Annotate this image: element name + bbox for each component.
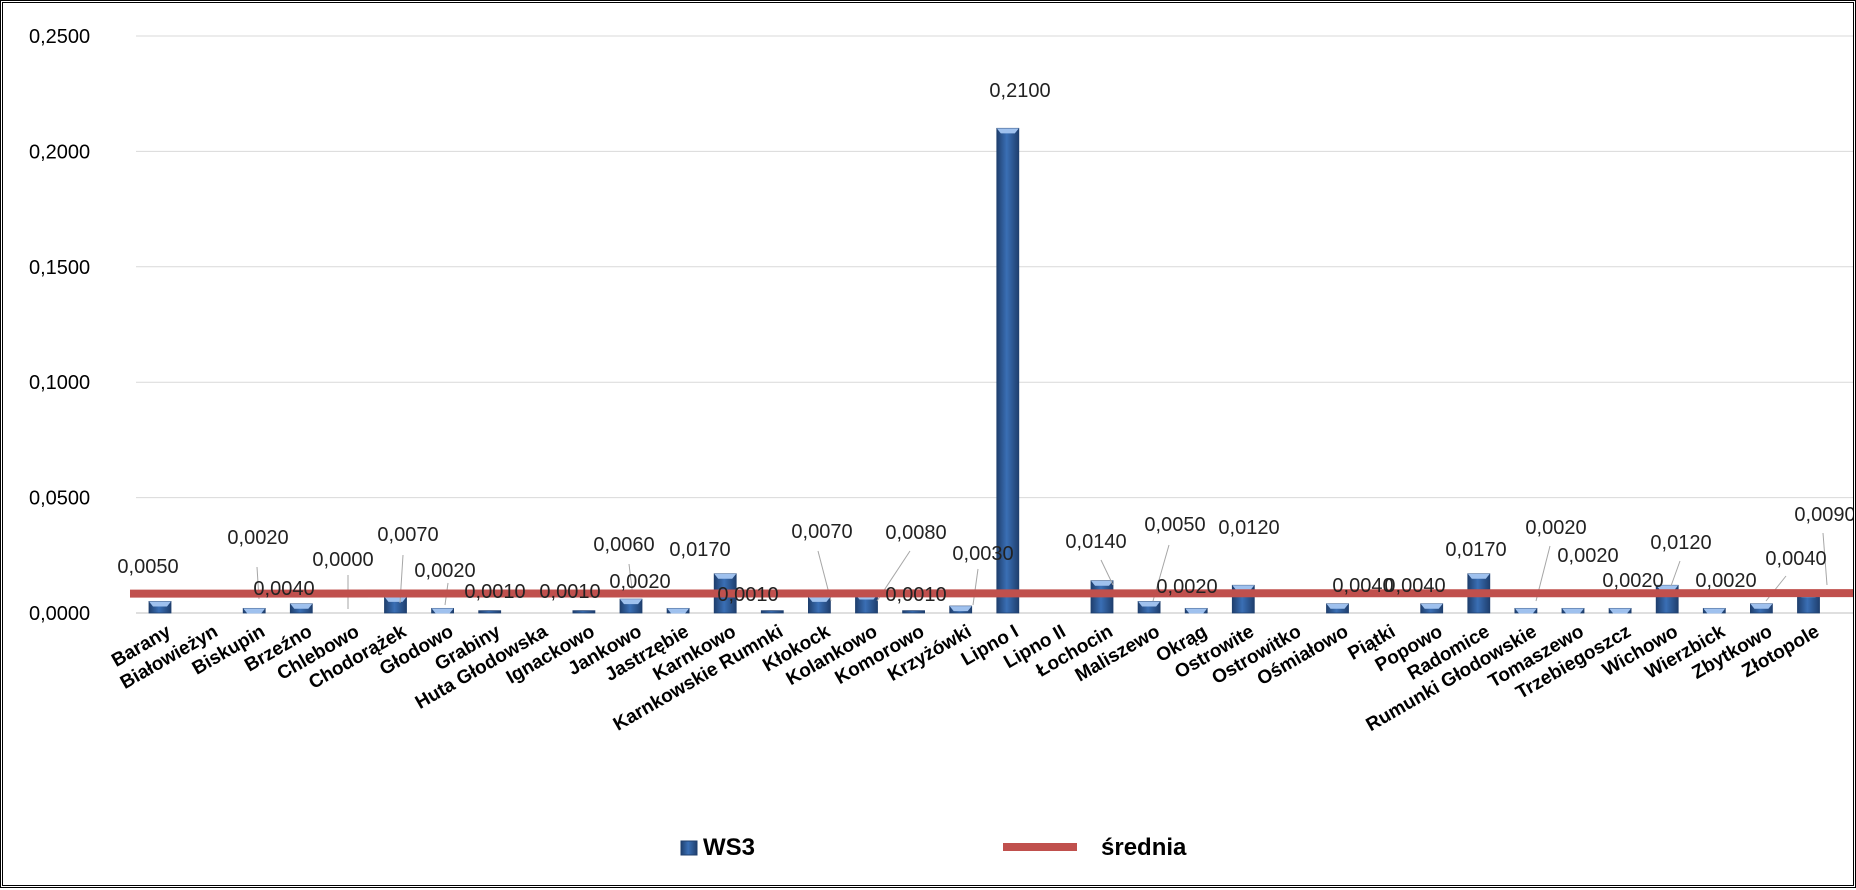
bar-ośmiałowo [1327,604,1349,613]
data-label: 0,0060 [593,534,654,556]
bar-głodowo [432,608,454,613]
bar-biskupin [243,608,265,613]
data-labels: 0,00500,00200,00400,00000,00700,00200,00… [117,80,1853,606]
data-label: 0,0020 [1602,570,1663,592]
data-label: 0,0040 [1765,548,1826,570]
bar-chart: 0,0000 0,0500 0,1000 0,1500 0,2000 0,2500 0,0… [3,3,1853,885]
data-label: 0,0090 [1794,504,1853,526]
label-leader [973,569,978,605]
bar-maliszewo [1138,601,1160,613]
y-tick-label: 0,0500 [29,488,90,510]
data-label: 0,0020 [1557,545,1618,567]
data-label: 0,0020 [1156,576,1217,598]
data-label: 0,0030 [952,543,1013,565]
bar-jankowo [620,599,642,613]
data-label: 0,0140 [1065,531,1126,553]
data-label: 0,0020 [227,527,288,549]
bar-rumunki-głodowskie [1515,608,1537,613]
legend-bar-swatch [681,841,697,855]
bar-jastrzębie [667,608,689,613]
data-label: 0,0010 [717,584,778,606]
data-label: 0,0040 [253,578,314,600]
legend: WS3 średnia [681,834,1187,861]
data-label: 0,0020 [414,560,475,582]
bar [573,611,595,613]
bar-brzeźno [290,604,312,613]
legend-bar-label: WS3 [703,834,755,861]
data-label: 0,0050 [117,556,178,578]
data-label: 0,0010 [539,581,600,603]
y-tick-label: 0,2000 [29,141,90,163]
bar-ignackowo [573,611,595,613]
data-label: 0,0120 [1650,532,1711,554]
bar [903,611,925,613]
label-leader [1671,561,1680,586]
y-tick-label: 0,1000 [29,372,90,394]
bar-wierzbick [1703,608,1725,613]
y-tick-label: 0,2500 [29,26,90,48]
data-label: 0,0010 [464,581,525,603]
data-label: 0,0070 [791,521,852,543]
data-label: 0,0170 [1445,539,1506,561]
bar [997,128,1019,613]
bar-karnkowskie-rumnki [761,611,783,613]
data-label: 0,0000 [312,549,373,571]
data-label: 0,0020 [1525,517,1586,539]
x-axis: BaranyBiałowieżynBiskupinBrzeźnoChlebowo… [108,621,1823,736]
data-label: 0,0010 [885,584,946,606]
bar [479,611,501,613]
bar-popowo [1421,604,1443,613]
bar-trzebiegoszcz [1609,608,1631,613]
bar-krzyżówki [950,606,972,613]
bar-grabiny [479,611,501,613]
bar-chodorążek [385,597,407,613]
bar-okrąg [1185,608,1207,613]
data-label: 0,0070 [377,524,438,546]
bar-lipno-i [997,128,1019,613]
data-label: 0,0050 [1144,514,1205,536]
bar-komorowo [903,611,925,613]
bar-tomaszewo [1562,608,1584,613]
bar-zbytkowo [1750,604,1772,613]
y-tick-label: 0,0000 [29,603,90,625]
legend-line-label: średnia [1101,834,1187,861]
data-label: 0,0020 [1695,570,1756,592]
bar-barany [149,601,171,613]
data-label: 0,0170 [669,539,730,561]
bar-kłokock [808,597,830,613]
label-leader [1766,576,1786,601]
data-label: 0,0120 [1218,517,1279,539]
data-label: 0,2100 [989,80,1050,102]
bar [761,611,783,613]
data-label: 0,0020 [609,571,670,593]
data-label: 0,0040 [1384,575,1445,597]
y-axis: 0,0000 0,0500 0,1000 0,1500 0,2000 0,2500 [29,26,90,625]
data-label: 0,0080 [885,522,946,544]
y-tick-label: 0,1500 [29,257,90,279]
